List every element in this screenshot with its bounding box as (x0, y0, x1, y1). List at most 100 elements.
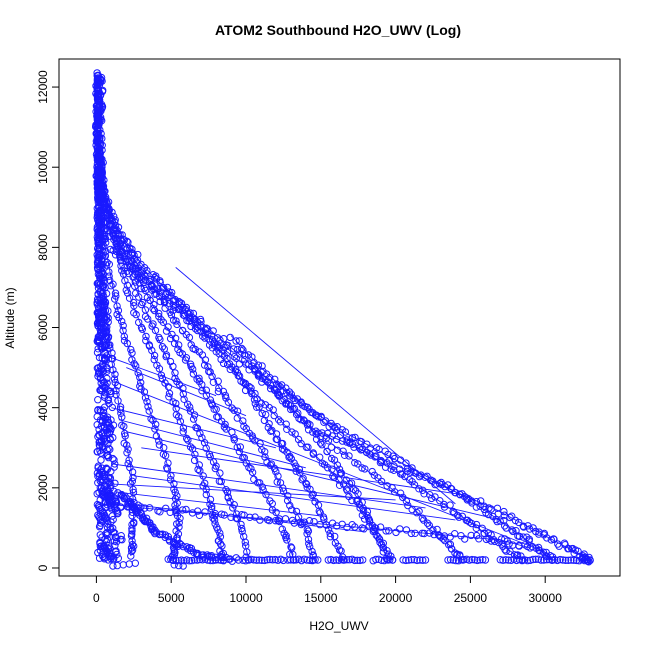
data-point (125, 560, 134, 568)
data-point (513, 551, 522, 559)
data-point (404, 501, 412, 510)
data-point (129, 473, 137, 482)
data-point (529, 555, 537, 564)
data-point (271, 375, 279, 383)
data-point (218, 542, 226, 550)
data-point (103, 452, 112, 460)
data-point (100, 242, 108, 250)
data-point (128, 245, 136, 253)
data-point (407, 556, 416, 564)
data-point (257, 399, 265, 407)
data-point (99, 412, 108, 420)
data-point (123, 289, 132, 297)
data-point (460, 492, 469, 501)
data-point (419, 486, 427, 494)
data-point (111, 234, 119, 243)
data-point (270, 464, 279, 473)
data-point (97, 158, 105, 167)
data-point (222, 425, 230, 433)
data-point (103, 365, 111, 373)
data-point (261, 453, 269, 461)
data-point (163, 283, 172, 292)
data-point (94, 433, 102, 441)
data-point (266, 373, 274, 382)
data-point (354, 460, 362, 468)
data-point (284, 556, 292, 564)
data-point (109, 366, 117, 374)
data-point (171, 295, 179, 304)
data-point (356, 504, 364, 512)
data-point (128, 249, 137, 257)
data-point (273, 478, 281, 486)
data-point (170, 561, 178, 569)
data-point (219, 359, 228, 368)
data-point (94, 107, 102, 115)
data-point (141, 312, 150, 321)
data-point (278, 397, 286, 405)
data-point (94, 396, 102, 404)
data-point (359, 556, 367, 564)
data-point (292, 556, 300, 564)
data-point (230, 406, 238, 414)
data-point (159, 318, 168, 326)
data-point (132, 362, 140, 370)
data-point (346, 439, 354, 447)
data-point (101, 200, 109, 208)
connector-line (126, 431, 501, 521)
data-point (348, 496, 356, 505)
data-point (280, 395, 288, 404)
data-point (283, 536, 291, 544)
data-point (372, 452, 380, 460)
data-point (104, 453, 113, 462)
data-point (214, 556, 223, 564)
data-point (269, 406, 277, 414)
data-point (385, 527, 393, 535)
x-axis: 0 5000 10000 15000 20000 25000 30000 (93, 575, 562, 605)
data-point (118, 317, 126, 326)
data-point (109, 280, 117, 288)
data-point (281, 515, 290, 523)
data-point (308, 547, 316, 556)
data-point (329, 472, 337, 480)
data-point (358, 511, 367, 519)
data-point (235, 372, 244, 380)
data-point (500, 516, 508, 525)
data-point (106, 445, 114, 454)
data-point (96, 140, 105, 149)
data-point (280, 529, 288, 538)
data-point (345, 556, 354, 564)
data-point (262, 490, 270, 499)
data-point (372, 555, 380, 564)
data-point (209, 458, 218, 466)
data-point (118, 231, 126, 239)
data-point (156, 297, 164, 306)
data-point (166, 508, 174, 516)
data-point (333, 461, 342, 469)
data-point (279, 556, 288, 565)
data-point (256, 516, 264, 524)
data-point (171, 334, 180, 342)
data-point (559, 556, 567, 564)
data-point (586, 556, 594, 565)
data-point (303, 421, 312, 429)
data-point (93, 308, 102, 317)
data-point (95, 194, 104, 203)
data-point (275, 416, 283, 424)
data-point (290, 519, 298, 527)
data-point (97, 436, 106, 445)
data-point (107, 282, 115, 290)
data-point (97, 218, 106, 226)
data-point (97, 456, 105, 464)
data-point (327, 443, 336, 451)
data-point (179, 562, 187, 570)
data-point (283, 496, 292, 505)
data-point (134, 250, 142, 259)
data-point (138, 325, 147, 333)
data-point (104, 396, 112, 405)
data-point (147, 415, 155, 423)
data-point (131, 267, 140, 275)
data-point (217, 477, 225, 486)
data-point (351, 523, 359, 531)
data-point (93, 114, 102, 122)
data-point (351, 556, 359, 565)
